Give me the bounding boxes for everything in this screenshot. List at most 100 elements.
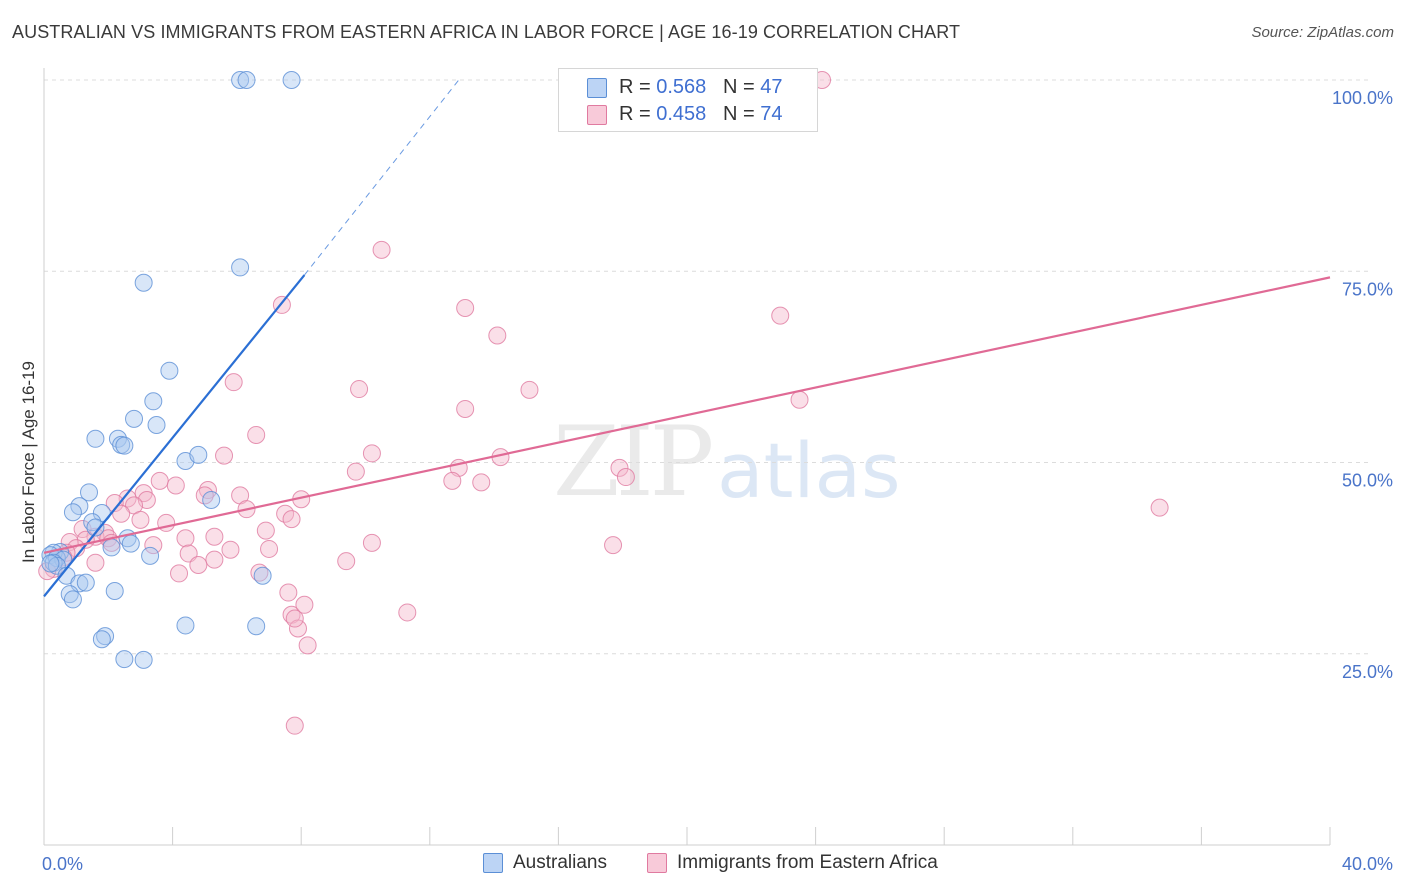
legend-n-label: N = bbox=[722, 103, 761, 125]
eastern-africa-point bbox=[150, 471, 169, 490]
eastern-africa-point bbox=[282, 510, 301, 529]
eastern-africa-point bbox=[350, 380, 369, 399]
eastern-africa-point bbox=[288, 619, 307, 638]
australians-point bbox=[96, 627, 115, 646]
source-label: Source: ZipAtlas.com bbox=[1251, 24, 1394, 41]
australians-point bbox=[147, 416, 166, 435]
eastern-africa-point bbox=[456, 298, 475, 317]
label-layer: 25.0% 50.0% 75.0% 100.0% 0.0% 40.0% In Labor F… bbox=[19, 88, 1393, 874]
australians-point bbox=[134, 273, 153, 292]
legend-swatch-pink bbox=[587, 105, 607, 125]
australians-point bbox=[237, 71, 256, 89]
australians-point bbox=[176, 616, 195, 635]
legend-n-value: 74 bbox=[760, 103, 783, 125]
eastern-africa-point bbox=[295, 595, 314, 614]
legend-swatch-blue bbox=[587, 78, 607, 98]
eastern-africa-point bbox=[604, 536, 623, 555]
australians-point bbox=[63, 590, 82, 609]
eastern-africa-point bbox=[221, 540, 240, 559]
australians-point bbox=[92, 630, 111, 649]
eastern-africa-point bbox=[179, 544, 198, 563]
eastern-africa-point bbox=[144, 536, 163, 555]
australians-point bbox=[160, 361, 179, 380]
eastern-africa-point bbox=[520, 380, 539, 399]
eastern-africa-point bbox=[488, 326, 507, 345]
eastern-africa-point bbox=[372, 240, 391, 259]
australians-point bbox=[202, 490, 221, 509]
eastern-africa-point bbox=[285, 609, 304, 628]
australians-point bbox=[63, 503, 82, 522]
eastern-africa-point bbox=[105, 494, 124, 513]
x-tick-label: 40.0% bbox=[1342, 854, 1393, 874]
australians-point bbox=[83, 513, 102, 532]
eastern-africa-point bbox=[616, 468, 635, 487]
eastern-africa-point bbox=[610, 458, 629, 477]
eastern-africa-point bbox=[456, 399, 475, 418]
eastern-africa-point bbox=[362, 444, 381, 463]
legend-n-label: N = bbox=[722, 76, 761, 98]
eastern-africa-point bbox=[166, 476, 185, 495]
bottom-legend-swatch-blue bbox=[483, 853, 503, 873]
eastern-africa-point bbox=[1150, 498, 1169, 517]
australians-point bbox=[231, 258, 250, 277]
australians-point bbox=[115, 436, 134, 455]
australians-point bbox=[253, 566, 272, 585]
correlation-legend: R = 0.568 N = 47 R = 0.458 N = 74 bbox=[558, 68, 818, 132]
eastern-africa-point bbox=[205, 527, 224, 546]
eastern-africa-point bbox=[260, 539, 279, 558]
eastern-africa-point bbox=[279, 583, 298, 602]
y-tick-label: 100.0% bbox=[1332, 88, 1393, 108]
eastern-africa-point bbox=[86, 553, 105, 572]
eastern-africa-point bbox=[189, 556, 208, 575]
australians-point bbox=[41, 554, 60, 573]
y-tick-label: 25.0% bbox=[1342, 662, 1393, 682]
legend-n-value: 47 bbox=[760, 76, 783, 98]
legend-text-eastern-africa: R = 0.458 N = 74 bbox=[619, 103, 782, 126]
bottom-legend-label: Australians bbox=[513, 852, 607, 873]
australians-point bbox=[282, 71, 301, 89]
y-axis-label: In Labor Force | Age 16-19 bbox=[19, 361, 38, 563]
legend-r-label: R = bbox=[619, 76, 657, 98]
eastern-africa-point bbox=[176, 529, 195, 548]
eastern-africa-point bbox=[170, 564, 189, 583]
eastern-africa-point bbox=[112, 504, 131, 523]
australians-point bbox=[144, 392, 163, 411]
australians-point bbox=[125, 409, 144, 428]
eastern-africa-point bbox=[250, 563, 269, 582]
legend-r-label: R = bbox=[619, 103, 657, 125]
australians-point bbox=[86, 429, 105, 448]
bottom-legend-label: Immigrants from Eastern Africa bbox=[677, 852, 938, 873]
trend-layer bbox=[43, 79, 1331, 598]
australians-point bbox=[189, 445, 208, 464]
bottom-legend-swatch-pink bbox=[647, 853, 667, 873]
australians-point bbox=[231, 71, 250, 89]
australians-point bbox=[247, 617, 266, 636]
chart-title: AUSTRALIAN VS IMMIGRANTS FROM EASTERN AF… bbox=[12, 22, 961, 42]
legend-r-value: 0.458 bbox=[656, 103, 707, 125]
eastern-africa-point bbox=[256, 521, 275, 540]
eastern-africa-point bbox=[224, 373, 243, 392]
australians-point bbox=[60, 585, 79, 604]
axis-layer bbox=[43, 68, 1331, 846]
eastern-africa-point bbox=[247, 425, 266, 444]
australians-trend-extension bbox=[304, 79, 460, 276]
points-layer bbox=[38, 71, 1169, 735]
australians-point bbox=[80, 483, 99, 502]
eastern-africa-point bbox=[337, 552, 356, 571]
eastern-africa-trend-line bbox=[43, 276, 1331, 554]
australians-point bbox=[115, 650, 134, 669]
grid-layer bbox=[44, 79, 1370, 655]
eastern-africa-point bbox=[215, 446, 234, 465]
eastern-africa-point bbox=[198, 481, 217, 500]
eastern-africa-point bbox=[195, 486, 214, 505]
eastern-africa-point bbox=[346, 462, 365, 481]
eastern-africa-point bbox=[298, 636, 317, 655]
eastern-africa-point bbox=[205, 550, 224, 569]
australians-point bbox=[105, 582, 124, 601]
eastern-africa-point bbox=[398, 603, 417, 622]
x-tick-label: 0.0% bbox=[42, 854, 83, 874]
y-tick-label: 75.0% bbox=[1342, 279, 1393, 299]
australians-point bbox=[121, 534, 140, 553]
eastern-africa-point bbox=[472, 473, 491, 492]
